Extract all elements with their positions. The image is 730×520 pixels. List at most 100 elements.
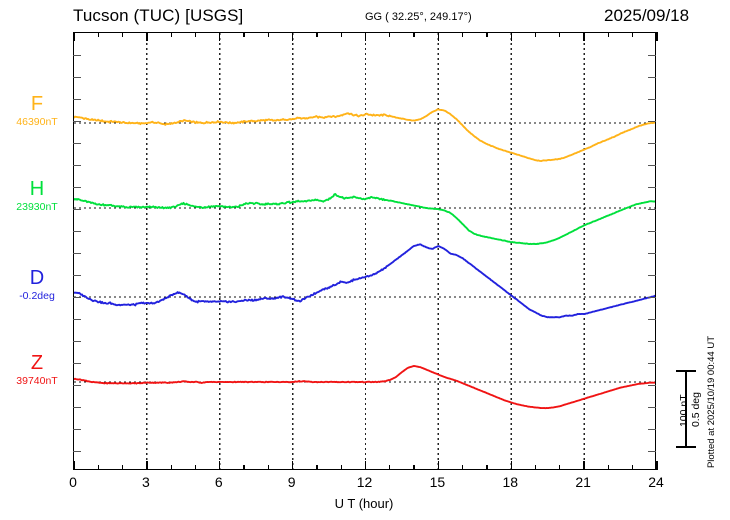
x-axis-title: U T (hour): [334, 496, 394, 511]
y-axis-tick: [648, 209, 656, 211]
y-axis-tick: [73, 143, 81, 145]
y-axis-tick: [73, 253, 81, 255]
x-axis-tick: [364, 461, 367, 470]
x-axis-tick: [121, 465, 124, 470]
x-axis-tick: [607, 32, 609, 37]
channel-baseline-value: -0.2deg: [19, 290, 55, 302]
y-axis-tick: [73, 209, 81, 211]
y-axis-tick: [73, 407, 81, 409]
x-axis-tick: [656, 461, 658, 470]
observation-date: 2025/09/18: [604, 6, 690, 25]
x-axis-tick: [364, 32, 367, 41]
y-axis-tick: [648, 451, 656, 453]
channel-label-h: H 23930nT: [6, 179, 68, 214]
scale-bar-label: 100 nT 0.5 deg: [678, 392, 702, 427]
x-axis-tick-label: 15: [429, 474, 446, 490]
x-axis-tick: [413, 32, 415, 37]
y-axis-tick: [73, 187, 81, 189]
y-axis-tick: [648, 253, 656, 255]
y-axis-tick: [73, 429, 81, 431]
x-axis-tick: [194, 32, 197, 37]
x-axis-tick-label: 24: [648, 474, 664, 490]
y-axis-tick: [648, 385, 656, 387]
x-axis-tick: [219, 461, 221, 470]
channel-baseline-value: 23930nT: [16, 201, 58, 213]
y-axis-tick: [73, 385, 81, 387]
channel-label-f: F 46390nT: [6, 94, 68, 129]
y-axis-tick: [73, 77, 81, 79]
y-axis-tick: [648, 275, 656, 277]
y-axis-tick: [73, 319, 81, 321]
x-axis-tick: [243, 465, 245, 470]
x-axis-tick: [437, 32, 440, 41]
y-axis-tick: [648, 341, 656, 343]
x-axis-tick-label: 21: [575, 474, 591, 490]
y-axis-tick: [73, 231, 81, 233]
x-axis-tick: [73, 32, 75, 41]
x-axis-tick: [97, 32, 99, 37]
channel-baseline-value: 46390nT: [16, 116, 58, 128]
x-axis-tick: [267, 465, 269, 470]
x-axis-tick: [486, 465, 488, 470]
y-axis-tick: [73, 99, 81, 101]
x-axis-tick-label: 3: [141, 474, 150, 490]
x-axis-tick: [170, 465, 172, 470]
x-axis-tick-label: 18: [502, 474, 519, 490]
y-axis-tick: [648, 143, 656, 145]
channel-baseline-value: 39740nT: [16, 375, 58, 387]
y-axis-tick: [648, 363, 656, 365]
x-axis-tick: [170, 32, 172, 37]
y-axis-tick: [73, 451, 81, 453]
x-axis-tick: [510, 32, 512, 41]
x-axis-tick: [316, 465, 318, 470]
x-axis-tick: [413, 465, 415, 470]
x-axis-tick-label: 0: [69, 474, 77, 490]
scale-bar-bottom-cap: [676, 446, 696, 448]
scale-bar: [672, 370, 700, 448]
x-axis-tick: [559, 32, 561, 37]
x-axis-tick: [534, 465, 537, 470]
channel-symbol: H: [29, 178, 45, 200]
x-axis-tick: [316, 32, 318, 37]
y-axis-tick: [73, 341, 81, 343]
y-axis-tick: [73, 165, 81, 167]
y-axis-tick: [73, 363, 81, 365]
x-axis-tick: [437, 461, 440, 470]
x-axis-tick: [632, 465, 634, 470]
x-axis-tick: [462, 465, 464, 470]
x-axis-tick: [583, 461, 585, 470]
x-axis-tick: [146, 461, 148, 470]
y-axis-tick: [73, 55, 81, 57]
x-axis-tick: [291, 461, 294, 470]
x-axis-tick: [389, 465, 391, 470]
station-title: Tucson (TUC) [USGS]: [73, 6, 244, 25]
y-axis-tick: [73, 297, 81, 299]
y-axis-tick: [648, 231, 656, 233]
x-axis-tick: [510, 461, 512, 470]
scale-bar-nt: 100 nT: [678, 394, 690, 428]
magnetogram-traces: [74, 33, 655, 469]
x-axis-tick: [559, 465, 561, 470]
x-axis-tick: [340, 465, 342, 470]
x-axis-tick-label: 6: [214, 474, 223, 490]
x-axis-tick: [486, 32, 488, 37]
x-axis-tick: [73, 461, 75, 470]
y-axis-tick: [648, 297, 656, 299]
channel-label-d: D -0.2deg: [6, 268, 68, 303]
plotted-timestamp: Plotted at 2025/10/19 00:44 UT: [706, 336, 717, 469]
x-axis-tick: [583, 32, 585, 41]
y-axis-tick: [648, 319, 656, 321]
y-axis-tick: [648, 187, 656, 189]
x-axis-tick: [462, 32, 464, 37]
x-axis-tick: [121, 32, 124, 37]
scale-bar-deg: 0.5 deg: [690, 392, 702, 428]
plot-frame: [73, 32, 658, 470]
y-axis-tick: [648, 55, 656, 57]
x-axis-tick: [219, 32, 221, 41]
x-axis-tick: [389, 32, 391, 37]
x-axis-tick: [632, 32, 634, 37]
x-axis-tick: [243, 32, 245, 37]
x-axis-tick: [97, 465, 99, 470]
y-axis-tick: [73, 121, 81, 123]
